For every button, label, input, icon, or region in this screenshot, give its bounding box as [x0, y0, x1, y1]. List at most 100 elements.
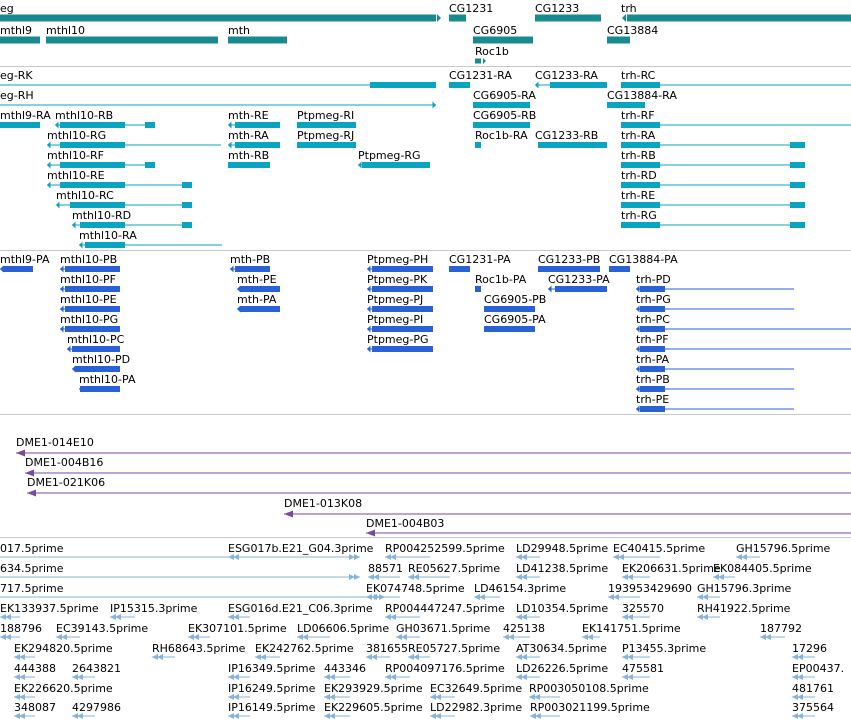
protein-trh-pa[interactable]	[636, 365, 794, 373]
protein-cg1231-pa[interactable]	[449, 266, 470, 272]
transcript-mthl10-rd[interactable]	[72, 221, 192, 229]
protein-mthl10-pd[interactable]	[72, 365, 120, 373]
transcript-trh-rf[interactable]	[621, 121, 851, 129]
est-p13455-3prime[interactable]	[622, 654, 650, 660]
est-4297986[interactable]	[72, 713, 95, 719]
est-rp004097176-5prime[interactable]	[385, 674, 410, 680]
transcript-mthl10-rb[interactable]	[55, 121, 155, 129]
clone-dme1-014e10[interactable]	[16, 449, 851, 457]
est-ek242762-5prime[interactable]	[255, 654, 280, 660]
gene-eg[interactable]	[0, 14, 441, 22]
est-re05727-5prime[interactable]	[408, 654, 430, 660]
est-gh15796-3prime[interactable]	[697, 594, 720, 600]
est-444388[interactable]	[14, 674, 35, 680]
protein-mthl10-pf[interactable]	[60, 285, 120, 293]
protein-cg1233-pb[interactable]	[538, 266, 600, 272]
protein-cg6905-pa[interactable]	[484, 326, 535, 332]
est-ek294820-5prime[interactable]	[14, 654, 35, 660]
clone-dme1-004b03[interactable]	[366, 529, 851, 537]
transcript-trh-rg[interactable]	[621, 221, 805, 229]
protein-mth-pb[interactable]	[230, 265, 270, 273]
transcript-eg-rk[interactable]	[0, 81, 436, 89]
est-ek206631-5prime[interactable]	[622, 574, 650, 580]
gene-mth[interactable]	[228, 36, 287, 44]
transcript-eg-rh[interactable]	[0, 101, 436, 109]
est-381655[interactable]	[366, 654, 390, 660]
transcript-trh-ra[interactable]	[621, 141, 805, 149]
est-ec39143-5prime[interactable]	[56, 634, 80, 640]
transcript-roc1b-ra[interactable]	[475, 141, 481, 149]
gene-cg6905[interactable]	[473, 36, 533, 44]
est-ep00437[interactable]	[792, 674, 815, 680]
est-348087[interactable]	[14, 713, 35, 719]
clone-dme1-021k06[interactable]	[27, 489, 851, 497]
transcript-ptpmeg-ri[interactable]	[297, 121, 356, 129]
est-ek074748-5prime[interactable]	[366, 594, 400, 600]
est-esg016d-e21-c06-3prime[interactable]	[228, 614, 250, 620]
gene-mthl10[interactable]	[46, 36, 218, 44]
transcript-mthl10-rc[interactable]	[56, 201, 192, 209]
transcript-trh-re[interactable]	[621, 201, 805, 209]
protein-mthl10-pe[interactable]	[60, 305, 120, 313]
transcript-mth-re[interactable]	[228, 121, 280, 129]
protein-trh-pf[interactable]	[636, 345, 851, 353]
transcript-cg1233-rb[interactable]	[538, 142, 607, 148]
protein-trh-pb[interactable]	[636, 385, 794, 393]
protein-trh-pe[interactable]	[636, 405, 794, 413]
protein-trh-pd[interactable]	[636, 285, 794, 293]
gene-roc1b[interactable]	[475, 58, 486, 64]
protein-mth-pa[interactable]	[237, 305, 280, 313]
est-rh68643-5prime[interactable]	[152, 654, 175, 660]
transcript-cg1231-ra[interactable]	[449, 82, 470, 88]
est-rp004252599-5prime[interactable]	[385, 554, 430, 560]
transcript-cg1233-ra[interactable]	[535, 81, 607, 89]
est-187792[interactable]	[760, 634, 785, 640]
protein-cg13884-pa[interactable]	[609, 266, 630, 272]
protein-ptpmeg-pk[interactable]	[367, 285, 433, 293]
protein-trh-pc[interactable]	[636, 325, 851, 333]
transcript-ptpmeg-rj[interactable]	[297, 141, 356, 149]
protein-cg6905-pb[interactable]	[484, 306, 535, 312]
gene-trh[interactable]	[622, 14, 851, 22]
est-ld22982-3prime[interactable]	[430, 713, 455, 719]
clone-dme1-013k08[interactable]	[284, 510, 851, 518]
transcript-trh-rc[interactable]	[621, 81, 851, 89]
est-ec40415-5prime[interactable]	[613, 554, 660, 560]
est-193953429690[interactable]	[608, 594, 640, 600]
protein-mthl10-pc[interactable]	[67, 345, 120, 353]
est-ek133937-5prime[interactable]	[0, 614, 20, 620]
transcript-mthl10-rf[interactable]	[47, 161, 155, 169]
protein-roc1b-pa[interactable]	[475, 285, 481, 293]
transcript-mthl10-rg[interactable]	[47, 141, 221, 149]
est-ip16149-5prime[interactable]	[228, 713, 250, 719]
protein-ptpmeg-ph[interactable]	[367, 265, 433, 273]
protein-ptpmeg-pj[interactable]	[367, 305, 433, 313]
gene-cg13884[interactable]	[607, 36, 630, 44]
gene-cg1231[interactable]	[449, 14, 466, 22]
est-rp003050108-5prime[interactable]	[529, 694, 560, 700]
est-475581[interactable]	[622, 674, 650, 680]
est-ek293929-5prime[interactable]	[324, 694, 350, 700]
gene-cg1233[interactable]	[535, 14, 601, 22]
est-ip16349-5prime[interactable]	[228, 674, 250, 680]
protein-cg1233-pa[interactable]	[548, 285, 607, 293]
est-425138[interactable]	[503, 634, 530, 640]
protein-mth-pe[interactable]	[237, 285, 280, 293]
protein-ptpmeg-pi[interactable]	[367, 325, 433, 333]
clone-dme1-004b16[interactable]	[25, 469, 851, 477]
est-ld29948-5prime[interactable]	[516, 554, 540, 560]
est-634-5prime[interactable]	[0, 574, 360, 580]
est-ld41238-5prime[interactable]	[516, 574, 540, 580]
transcript-mthl10-re[interactable]	[47, 181, 192, 189]
est-ld10354-5prime[interactable]	[516, 614, 540, 620]
transcript-trh-rb[interactable]	[621, 161, 805, 169]
est-88571[interactable]	[368, 574, 400, 580]
transcript-cg13884-ra[interactable]	[607, 102, 645, 108]
est-ld46154-3prime[interactable]	[474, 594, 500, 600]
est-ek229605-5prime[interactable]	[324, 713, 350, 719]
est-ip15315-3prime[interactable]	[110, 614, 135, 620]
transcript-mth-rb[interactable]	[228, 161, 270, 169]
protein-mthl10-pb[interactable]	[60, 265, 120, 273]
est-at30634-5prime[interactable]	[516, 654, 540, 660]
est-ek084405-5prime[interactable]	[713, 574, 735, 580]
